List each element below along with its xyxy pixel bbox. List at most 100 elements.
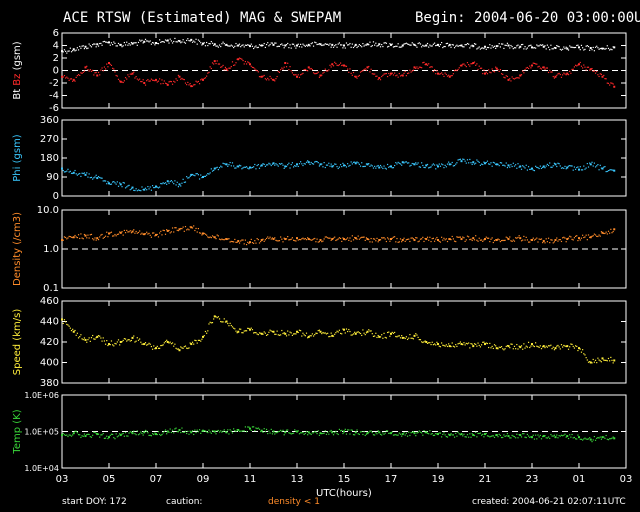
data-point	[343, 44, 345, 47]
data-point	[348, 328, 350, 331]
data-point	[83, 433, 86, 435]
data-point	[119, 44, 121, 46]
y-tick-label: 180	[40, 153, 59, 164]
data-point	[181, 347, 183, 349]
data-point	[296, 75, 298, 78]
data-point	[552, 48, 554, 50]
data-point	[446, 75, 449, 77]
data-point	[302, 72, 304, 74]
data-point	[153, 232, 155, 234]
data-point	[379, 46, 382, 48]
data-point	[417, 431, 419, 434]
data-point	[262, 163, 264, 165]
data-point	[345, 238, 348, 240]
data-point	[544, 68, 546, 70]
data-point	[110, 183, 113, 185]
data-point	[191, 341, 194, 343]
data-point	[554, 75, 557, 78]
data-point	[477, 432, 479, 435]
data-point	[135, 188, 137, 190]
data-point	[505, 75, 507, 77]
data-point	[429, 44, 431, 46]
data-point	[376, 75, 378, 77]
data-point	[121, 46, 123, 48]
data-point	[428, 342, 430, 344]
data-point	[65, 50, 67, 52]
data-point	[130, 73, 133, 75]
data-point	[499, 46, 501, 48]
data-point	[150, 345, 152, 348]
data-point	[480, 67, 483, 69]
data-point	[217, 235, 219, 237]
data-point	[309, 335, 311, 337]
data-point	[156, 433, 158, 436]
data-point	[343, 430, 345, 433]
data-point	[370, 45, 372, 48]
data-point	[310, 43, 312, 45]
data-point	[325, 70, 328, 72]
data-point	[243, 166, 245, 168]
data-point	[574, 345, 577, 347]
data-point	[444, 345, 446, 347]
data-point	[472, 237, 475, 240]
data-point	[335, 430, 337, 433]
data-point	[151, 42, 154, 44]
data-point	[238, 164, 241, 166]
data-point	[121, 186, 123, 188]
data-point	[429, 430, 431, 432]
data-point	[376, 433, 378, 435]
data-point	[415, 435, 417, 437]
data-point	[477, 342, 479, 344]
data-point	[374, 335, 376, 337]
data-point	[255, 45, 257, 47]
data-point	[601, 357, 604, 360]
data-point	[342, 47, 344, 49]
data-point	[236, 45, 238, 47]
data-point	[202, 42, 204, 45]
data-point	[240, 57, 242, 60]
data-point	[557, 240, 559, 242]
data-point	[502, 436, 504, 439]
data-point	[271, 163, 274, 165]
data-point	[149, 234, 151, 236]
data-point	[600, 167, 603, 169]
data-point	[482, 341, 484, 343]
data-point	[438, 73, 440, 75]
data-point	[323, 44, 325, 46]
data-point	[187, 177, 189, 179]
data-point	[126, 340, 128, 342]
data-point	[583, 236, 585, 239]
data-point	[422, 44, 424, 47]
data-point	[458, 236, 460, 238]
data-point	[582, 169, 584, 171]
data-point	[409, 333, 411, 336]
data-point	[341, 240, 343, 243]
data-point	[245, 244, 248, 246]
data-point	[423, 341, 425, 343]
data-point	[303, 433, 305, 435]
data-point	[288, 334, 290, 336]
data-point	[462, 158, 464, 160]
data-point	[554, 436, 557, 439]
data-point	[598, 234, 600, 236]
data-point	[65, 77, 67, 79]
data-point	[424, 237, 426, 240]
data-point	[220, 66, 222, 68]
data-point	[304, 163, 306, 165]
data-point	[144, 342, 147, 344]
data-point	[490, 162, 492, 164]
data-point	[287, 330, 289, 332]
data-point	[302, 431, 304, 434]
data-point	[331, 334, 334, 337]
data-point	[309, 432, 311, 435]
data-point	[116, 75, 118, 77]
data-point	[113, 68, 115, 70]
data-point	[229, 67, 231, 69]
data-point	[170, 180, 172, 182]
data-point	[599, 436, 601, 438]
data-point	[84, 234, 87, 237]
data-point	[362, 329, 364, 331]
data-point	[300, 432, 302, 434]
data-point	[220, 45, 222, 48]
data-point	[377, 241, 379, 243]
